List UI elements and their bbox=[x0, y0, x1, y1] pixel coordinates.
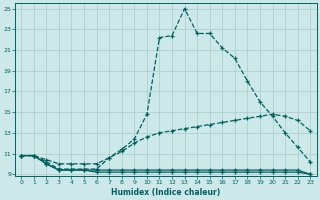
X-axis label: Humidex (Indice chaleur): Humidex (Indice chaleur) bbox=[111, 188, 220, 197]
